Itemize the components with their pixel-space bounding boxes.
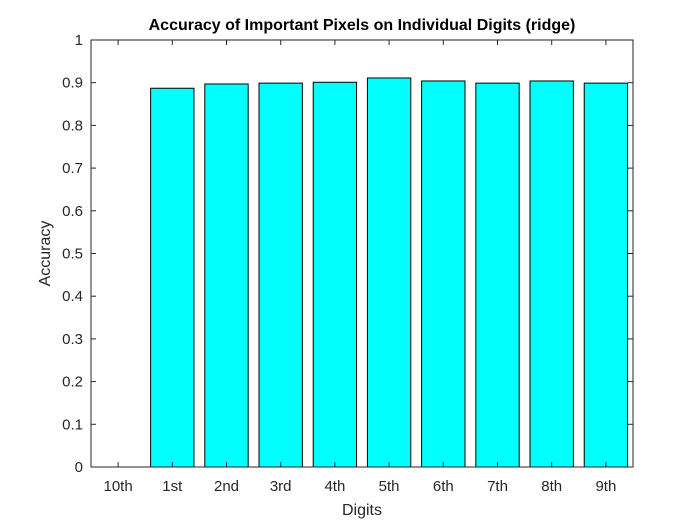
- y-tick-label: 0.6: [62, 203, 83, 220]
- x-tick-label: 1st: [162, 478, 183, 495]
- y-tick-label: 0: [75, 459, 83, 476]
- y-axis-label: Accuracy: [37, 221, 54, 287]
- y-tick-label: 0.7: [62, 160, 83, 177]
- x-tick-label: 5th: [379, 478, 400, 495]
- bar-3rd: [258, 82, 303, 468]
- x-tick-label: 8th: [541, 478, 562, 495]
- x-tick-labels: 10th 1st 2nd 3rd 4th 5th 6th 7th 8th 9th: [103, 478, 616, 495]
- y-tick-labels: 0 0.1 0.2 0.3 0.4 0.5 0.6 0.7 0.8 0.9 1: [62, 32, 83, 476]
- ticks-layer: [91, 39, 633, 468]
- x-tick-label: 7th: [487, 478, 508, 495]
- y-tick-label: 0.5: [62, 246, 83, 263]
- bar-4th: [312, 81, 358, 468]
- y-tick-label: 0.4: [62, 288, 83, 305]
- x-tick-label: 4th: [324, 478, 345, 495]
- y-tick-label: 0.3: [62, 331, 83, 348]
- y-tick-label: 0.2: [62, 374, 83, 391]
- y-tick-label: 1: [75, 32, 83, 49]
- bars-layer: [150, 77, 629, 468]
- bar-1st: [150, 87, 195, 468]
- y-tick-label: 0.8: [62, 117, 83, 134]
- bar-7th: [475, 82, 520, 468]
- bar-6th: [421, 80, 466, 468]
- x-tick-label: 2nd: [214, 478, 239, 495]
- y-tick-label: 0.1: [62, 416, 83, 433]
- bar-5th: [366, 77, 412, 468]
- x-tick-label: 10th: [103, 478, 132, 495]
- x-tick-label: 6th: [433, 478, 454, 495]
- chart-title: Accuracy of Important Pixels on Individu…: [149, 17, 576, 34]
- x-tick-label: 9th: [595, 478, 616, 495]
- bar-9th: [583, 82, 629, 468]
- x-tick-label: 3rd: [270, 478, 292, 495]
- bar-2nd: [204, 83, 249, 468]
- y-tick-label: 0.9: [62, 75, 83, 92]
- x-axis-label: Digits: [342, 502, 382, 519]
- bar-8th: [529, 80, 574, 468]
